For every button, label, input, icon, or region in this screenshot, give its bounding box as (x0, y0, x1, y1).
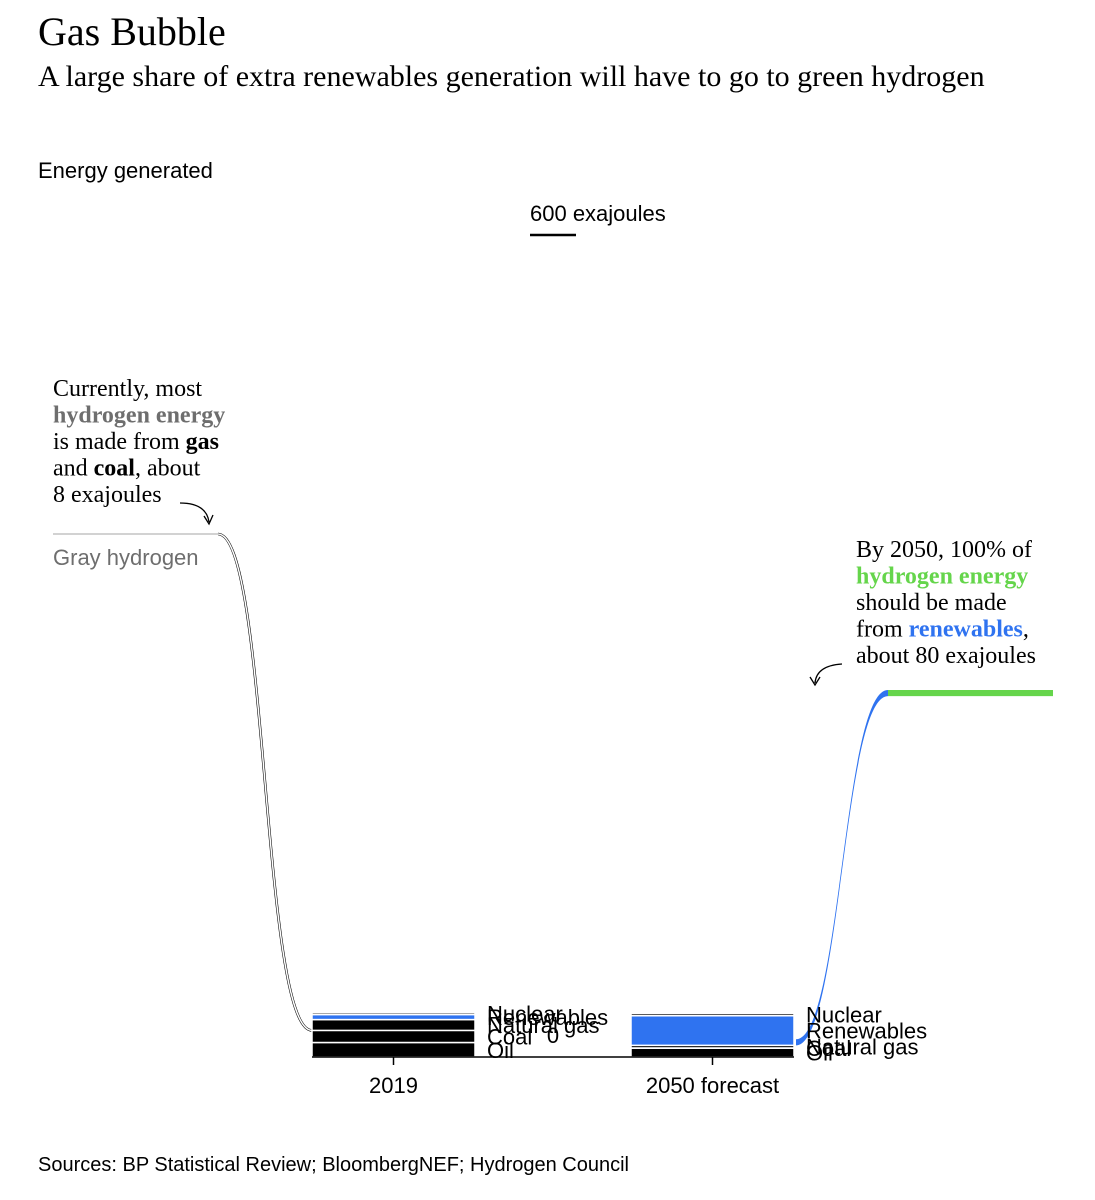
green-hydrogen-annotation-run: renewables (909, 617, 1023, 643)
gray-hydrogen-annotation-run: gas (186, 429, 219, 455)
bar-segment-2019-oil (311, 1041, 476, 1058)
green-hydrogen-box (888, 690, 1053, 697)
gray-hydrogen-flow-divider (217, 533, 313, 1032)
gray-hydrogen-annotation: Currently, most hydrogen energy is made fr… (53, 376, 225, 508)
chart-title: Gas Bubble (38, 9, 226, 54)
y-axis-caption: Energy generated (38, 158, 213, 183)
green-hydrogen-annotation-run: should be made (856, 590, 1007, 616)
gray-hydrogen-annotation-run: hydrogen energy (53, 403, 225, 429)
scale-label: 600 exajoules (530, 201, 666, 226)
y-zero-label: 0 (547, 1023, 559, 1048)
gray-annotation-arrow (179, 502, 210, 523)
green-hydrogen-annotation-run: about 80 exajoules (856, 643, 1036, 669)
green-hydrogen-annotation: By 2050, 100% of hydrogen energy should be… (856, 537, 1036, 669)
source-note: Sources: BP Statistical Review; Bloomber… (38, 1154, 629, 1176)
gray-hydrogen-annotation-run: Currently, most (53, 376, 202, 402)
segment-label-2050-forecast-oil: Oil (806, 1041, 833, 1066)
green-hydrogen-label-line: Green (939, 716, 1000, 741)
gray-hydrogen-annotation-run: and (53, 456, 94, 482)
segment-label-2050-forecast-coal: Coal (806, 1036, 851, 1061)
chart-subtitle: A large share of extra renewables genera… (38, 60, 985, 93)
gray-hydrogen-annotation-run: coal (94, 456, 136, 482)
gray-hydrogen-annotation-run: 8 exajoules (53, 482, 162, 508)
segment-label-2050-forecast-natural-gas: Natural gas (806, 1035, 919, 1060)
x-tick-label-2050-forecast: 2050 forecast (646, 1073, 779, 1098)
segment-label-2019-nuclear: Nuclear (487, 1002, 563, 1027)
segment-label-2019-coal: Coal (487, 1024, 532, 1049)
green-hydrogen-annotation-run: By 2050, 100% of (856, 537, 1032, 563)
green-hydrogen-label-line: hydrogen (924, 743, 1016, 768)
gray-hydrogen-bar (53, 533, 218, 535)
green-annotation-arrow (814, 663, 843, 684)
bar-segment-2019-nuclear (311, 1011, 476, 1016)
bar-segment-2019-coal (311, 1029, 476, 1044)
segment-label-2019-oil: Oil (487, 1038, 514, 1063)
segment-label-2019-renewables: Renewables (487, 1005, 608, 1030)
gray-annotation-arrowhead (203, 514, 214, 526)
segment-label-2019-natural-gas: Natural gas (487, 1013, 600, 1038)
gray-hydrogen-annotation-run: is made from (53, 429, 186, 455)
x-tick-label-2019: 2019 (369, 1073, 418, 1098)
green-hydrogen-annotation-run: hydrogen energy (856, 564, 1028, 590)
green-hydrogen-annotation-run: from (856, 617, 909, 643)
segment-label-2050-forecast-renewables: Renewables (806, 1019, 927, 1044)
bar-segment-2050-forecast-renewables (630, 1015, 795, 1047)
bar-segment-2019-renewables (311, 1013, 476, 1021)
green-hydrogen-flow (796, 690, 888, 1046)
green-hydrogen-annotation-run: , (1023, 617, 1029, 643)
scale-legend: 600 exajoules (530, 201, 666, 237)
green-annotation-arrowhead (809, 676, 821, 687)
bar-segment-2050-forecast-nuclear (630, 1012, 795, 1017)
segment-label-2050-forecast-nuclear: Nuclear (806, 1003, 882, 1028)
gray-hydrogen-label: Gray hydrogen (53, 545, 199, 570)
bar-segment-2050-forecast-oil (630, 1047, 795, 1058)
gray-hydrogen-annotation-run: , about (135, 456, 201, 482)
bar-segment-2019-natural-gas (311, 1018, 476, 1032)
